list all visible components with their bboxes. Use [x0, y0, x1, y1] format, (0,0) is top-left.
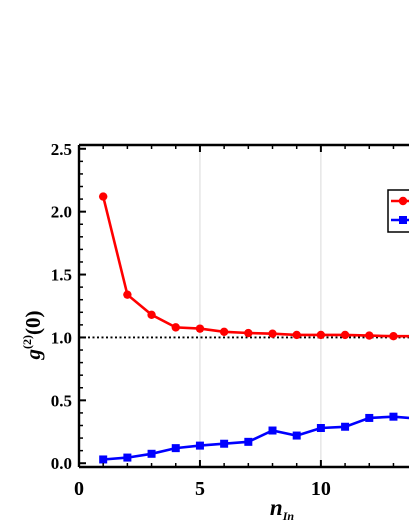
series-0-point-2	[147, 310, 156, 320]
series-layer	[98, 192, 409, 464]
series-0-point-0	[98, 192, 108, 201]
series-0-point-4	[195, 324, 205, 333]
series-1-point-2	[147, 449, 156, 458]
x-tick-label-0: 0	[74, 478, 84, 500]
legend	[387, 189, 409, 233]
series-1-point-9	[316, 424, 325, 433]
y-axis-label: g(2)(0)	[20, 311, 45, 361]
axes-layer	[77, 143, 409, 469]
series-1-point-10	[341, 422, 350, 431]
series-0-point-1	[123, 290, 132, 299]
y-tick-label-2: 1.0	[51, 328, 72, 347]
y-tick-label-4: 2.0	[51, 203, 72, 222]
series-0-point-12	[389, 331, 398, 341]
series-1-point-12	[389, 412, 398, 421]
series-1-point-1	[123, 453, 132, 462]
series-0-point-5	[219, 327, 229, 336]
series-0-point-8	[292, 330, 301, 340]
grid-layer	[199, 145, 322, 467]
y-tick-label-0: 0.0	[51, 454, 72, 473]
series-0-point-3	[171, 323, 180, 332]
x-axis-label-main: n	[270, 495, 283, 520]
y-tick-label-5: 2.5	[51, 140, 72, 159]
y-axis-label-main: g	[21, 349, 45, 361]
x-tick-label-2: 10	[311, 478, 331, 500]
series-0-point-10	[340, 330, 350, 340]
series-0-point-6	[244, 328, 253, 338]
series-1-point-3	[171, 444, 180, 453]
series-1-point-8	[292, 431, 301, 440]
legend-box	[387, 189, 409, 233]
series-0-point-11	[365, 331, 374, 340]
legend-swatch-marker-1	[399, 216, 407, 224]
series-1-point-11	[365, 413, 374, 422]
series-0-point-7	[268, 329, 277, 338]
legend-swatch-marker-0	[398, 196, 408, 206]
x-axis-label: nIn	[270, 495, 294, 523]
y-axis-label-tail: (0)	[21, 311, 45, 336]
x-tick-label-1: 5	[195, 478, 205, 500]
series-1-point-7	[268, 426, 277, 435]
y-tick-label-1: 0.5	[51, 391, 72, 410]
series-1-point-5	[220, 439, 229, 448]
x-axis-label-sub: In	[282, 509, 295, 523]
series-0-point-9	[316, 330, 326, 340]
y-axis-label-sup: (2)	[20, 335, 34, 349]
series-1-point-0	[99, 455, 108, 464]
series-1-line	[103, 415, 409, 461]
series-1-point-4	[195, 441, 204, 450]
ticks-layer: 0.0 0.5 1.0 1.5 2.0 2.5 0 5 10	[51, 140, 395, 500]
y-tick-label-3: 1.5	[51, 266, 72, 285]
series-1-point-6	[244, 437, 253, 446]
